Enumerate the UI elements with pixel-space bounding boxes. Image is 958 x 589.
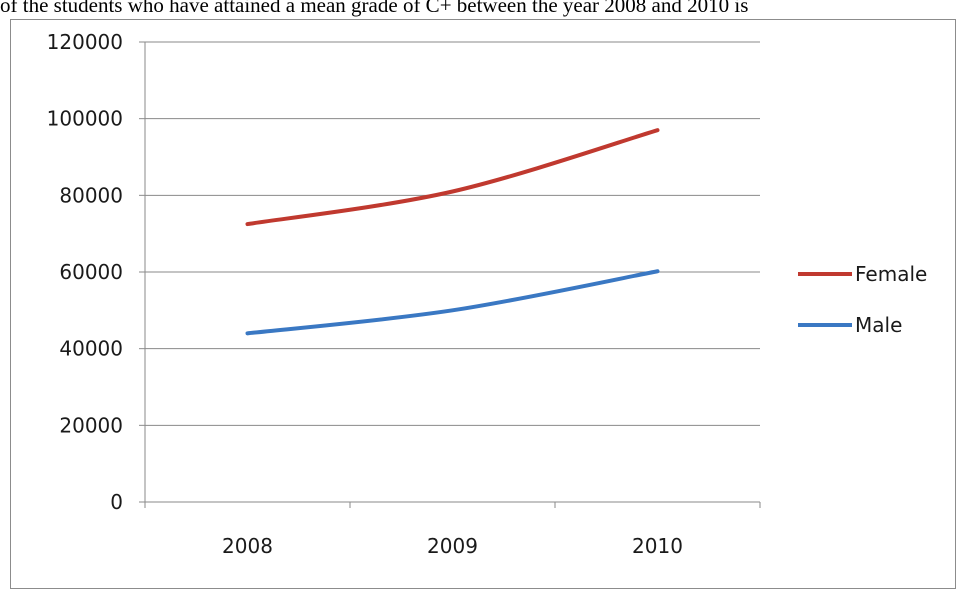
- series-line-female: [248, 130, 658, 224]
- y-tick-label: 40000: [59, 337, 123, 361]
- y-tick-label: 0: [110, 490, 123, 514]
- y-tick-label: 120000: [47, 30, 123, 54]
- y-tick-label: 60000: [59, 260, 123, 284]
- y-tick-label: 80000: [59, 183, 123, 207]
- y-tick-label: 100000: [47, 107, 123, 131]
- x-tick-label-2010: 2010: [632, 534, 683, 558]
- x-tick-label-2009: 2009: [427, 534, 478, 558]
- x-tick-label-2008: 2008: [222, 534, 273, 558]
- y-tick-label: 20000: [59, 413, 123, 437]
- series-line-male: [248, 271, 658, 333]
- legend-label-male: Male: [855, 313, 902, 337]
- legend-label-female: Female: [855, 262, 927, 286]
